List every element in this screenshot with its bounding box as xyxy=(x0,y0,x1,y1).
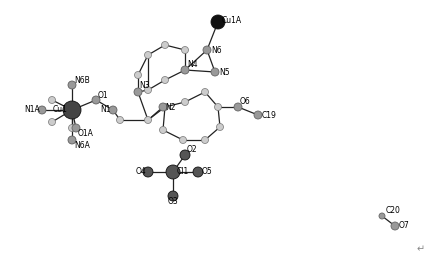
Circle shape xyxy=(161,41,168,49)
Circle shape xyxy=(193,167,202,177)
Circle shape xyxy=(109,106,117,114)
Text: O3: O3 xyxy=(167,197,178,206)
Circle shape xyxy=(181,46,188,54)
Text: N3: N3 xyxy=(139,81,149,89)
Circle shape xyxy=(211,15,225,29)
Text: O1A: O1A xyxy=(78,129,94,138)
Text: N1: N1 xyxy=(100,106,111,115)
Circle shape xyxy=(180,66,189,74)
Circle shape xyxy=(134,88,141,96)
Text: N2: N2 xyxy=(165,102,175,111)
Text: N6A: N6A xyxy=(74,140,90,149)
Text: Cu1A: Cu1A xyxy=(222,16,242,25)
Text: N4: N4 xyxy=(187,59,197,68)
Circle shape xyxy=(159,126,166,134)
Circle shape xyxy=(116,116,123,124)
Circle shape xyxy=(254,111,261,119)
Text: O1: O1 xyxy=(98,91,108,100)
Circle shape xyxy=(159,103,166,111)
Text: N6B: N6B xyxy=(74,76,89,84)
Text: O7: O7 xyxy=(398,221,409,230)
Circle shape xyxy=(144,51,151,59)
Circle shape xyxy=(72,124,80,132)
Circle shape xyxy=(214,103,221,111)
Circle shape xyxy=(168,191,177,201)
Circle shape xyxy=(63,101,81,119)
Circle shape xyxy=(68,81,76,89)
Text: ↵: ↵ xyxy=(416,244,424,254)
Text: N1A: N1A xyxy=(24,106,40,115)
Circle shape xyxy=(161,103,168,111)
Circle shape xyxy=(216,124,223,130)
Circle shape xyxy=(144,87,151,93)
Circle shape xyxy=(92,96,100,104)
Text: C19: C19 xyxy=(261,111,276,120)
Circle shape xyxy=(166,165,180,179)
Circle shape xyxy=(180,150,190,160)
Circle shape xyxy=(68,136,75,144)
Circle shape xyxy=(144,116,151,124)
Circle shape xyxy=(201,136,208,144)
Circle shape xyxy=(39,106,46,114)
Text: Cu1: Cu1 xyxy=(53,106,68,115)
Circle shape xyxy=(109,106,116,114)
Text: N5: N5 xyxy=(219,68,229,77)
Circle shape xyxy=(68,82,75,88)
Circle shape xyxy=(48,119,55,125)
Circle shape xyxy=(181,67,188,73)
Circle shape xyxy=(179,136,186,144)
Circle shape xyxy=(390,222,398,230)
Text: O2: O2 xyxy=(187,145,197,154)
Text: N6: N6 xyxy=(211,45,221,54)
Text: O6: O6 xyxy=(240,97,250,106)
Circle shape xyxy=(201,88,208,96)
Circle shape xyxy=(48,97,55,103)
Circle shape xyxy=(233,103,241,111)
Circle shape xyxy=(181,98,188,106)
Text: Cl1: Cl1 xyxy=(177,167,189,177)
Circle shape xyxy=(134,72,141,78)
Circle shape xyxy=(134,88,141,96)
Circle shape xyxy=(68,136,76,144)
Text: C20: C20 xyxy=(385,206,400,215)
Circle shape xyxy=(68,125,75,131)
Circle shape xyxy=(202,46,211,54)
Text: O5: O5 xyxy=(201,167,212,177)
Circle shape xyxy=(143,167,153,177)
Circle shape xyxy=(161,77,168,83)
Circle shape xyxy=(38,106,46,114)
Circle shape xyxy=(378,213,384,219)
Circle shape xyxy=(211,68,219,76)
Circle shape xyxy=(92,97,99,103)
Text: O4: O4 xyxy=(135,167,146,177)
